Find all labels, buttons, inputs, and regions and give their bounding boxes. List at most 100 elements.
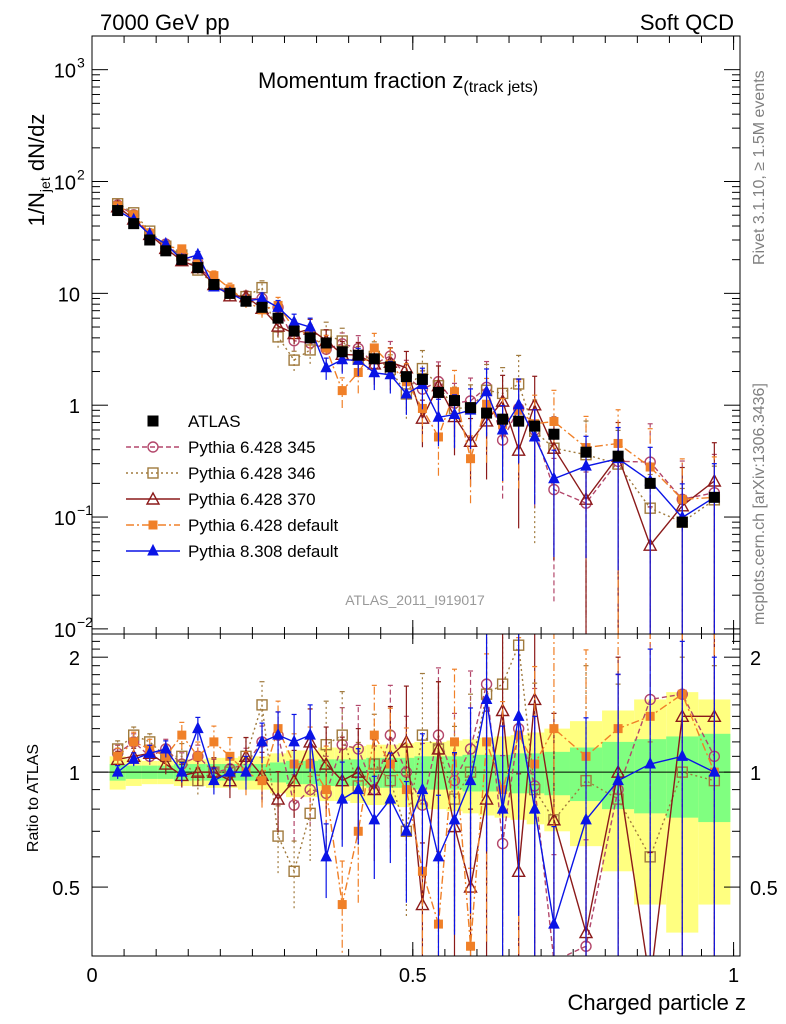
reference-point-1	[128, 218, 140, 230]
reference-point-2	[144, 234, 156, 246]
reference-point-4	[176, 254, 188, 266]
ratio-point-3-16	[369, 730, 379, 740]
ratio-point-4-3	[159, 741, 172, 754]
ratio-point-4-6	[208, 773, 220, 786]
ratio-tick-label-0: 0.5	[52, 878, 80, 900]
reference-point-17	[384, 361, 396, 373]
reference-point-15	[352, 349, 364, 361]
ratio-point-4-23	[480, 692, 493, 704]
ratio-point-4-2	[143, 746, 156, 758]
ylabel-sub: jet	[37, 177, 53, 193]
ratio-point-4-17	[384, 791, 397, 804]
ratio-point-4-32	[708, 765, 721, 777]
ratio-point-3-5	[193, 751, 203, 761]
ratio-point-4-12	[304, 728, 316, 740]
main-series-group	[110, 198, 722, 634]
ratio-point-4-31	[676, 749, 689, 761]
ratio-point-4-13	[320, 849, 332, 862]
ratio-point-3-9	[257, 776, 267, 786]
y-tick-exp-4: 2	[77, 167, 85, 183]
legend-marker-4	[148, 520, 158, 530]
ratio-point-4-1	[127, 752, 140, 764]
main-point-4-14	[336, 352, 349, 365]
ratio-frame	[91, 633, 741, 957]
y-tick-exp-1: −1	[77, 502, 93, 518]
ratio-point-3-22	[466, 941, 476, 951]
x-tick-label-2: 1	[728, 965, 739, 987]
reference-point-5	[192, 262, 204, 274]
reference-point-29	[612, 450, 624, 462]
ratio-series-4	[111, 634, 721, 956]
main-point-2-10	[270, 318, 286, 332]
y-tick-label-5: 10	[54, 61, 76, 83]
ratio-uncertainty-bands	[92, 692, 740, 933]
ratio-point-4-24	[496, 802, 509, 814]
ratio-point-4-14	[336, 791, 349, 804]
x-tick-label-0: 0	[86, 965, 97, 987]
ratio-point-4-26	[528, 802, 541, 814]
main-point-3-4	[177, 244, 187, 254]
ratio-tick-label-2: 2	[69, 648, 80, 670]
reference-point-30	[644, 477, 656, 489]
ratio-tick-label-right-2: 2	[750, 648, 761, 670]
reference-point-27	[548, 428, 560, 440]
reference-point-19	[416, 373, 428, 385]
ratio-point-4-10	[272, 728, 284, 740]
main-point-3-27	[549, 416, 559, 426]
ratio-point-3-21	[449, 737, 459, 747]
ratio-line-3	[117, 693, 715, 947]
header-energy: 7000 GeV pp	[100, 10, 230, 35]
ratio-tick-label-right-1: 1	[750, 763, 761, 785]
legend-marker-3	[145, 491, 161, 505]
main-point-4-28	[580, 459, 592, 471]
main-line-0	[117, 204, 715, 505]
ratio-point-3-1	[129, 737, 139, 747]
header-process: Soft QCD	[640, 10, 734, 35]
ratio-point-4-29	[612, 773, 624, 786]
legend-marker-1	[147, 441, 159, 453]
main-point-3-6	[209, 271, 219, 281]
reference-point-14	[336, 346, 348, 358]
reference-point-10	[272, 312, 284, 324]
ratio-point-2-13	[318, 756, 334, 770]
main-point-4-24	[496, 422, 509, 435]
main-line-1	[117, 203, 715, 523]
ylabel-tail: dN/dz	[24, 114, 49, 178]
y-tick-label-4: 10	[54, 173, 76, 195]
reference-point-9	[256, 301, 268, 313]
main-point-4-12	[304, 319, 316, 332]
ratio-point-4-18	[400, 824, 413, 836]
reference-point-31	[676, 516, 688, 528]
rivet-label: Rivet 3.1.10, ≥ 1.5M events	[751, 70, 768, 265]
analysis-tag: ATLAS_2011_I919017	[345, 592, 485, 608]
ratio-point-1-4	[176, 750, 188, 763]
y-tick-label-3: 10	[58, 284, 80, 306]
reference-point-20	[432, 386, 444, 398]
reference-point-23	[481, 407, 493, 419]
ratio-series-group	[110, 634, 722, 988]
ratio-point-4-22	[464, 773, 477, 786]
ratio-y-label: Ratio to ATLAS	[25, 744, 42, 852]
reference-point-32	[708, 491, 720, 503]
reference-point-26	[529, 420, 541, 432]
ratio-point-2-30	[644, 977, 656, 988]
ratio-point-4-9	[256, 734, 268, 747]
reference-point-22	[465, 402, 477, 414]
ratio-line-0	[117, 683, 715, 956]
ratio-tick-label-right-0: 0.5	[750, 878, 778, 900]
ratio-point-2-10	[270, 791, 286, 805]
reference-point-25	[513, 415, 525, 427]
ratio-point-4-11	[288, 734, 300, 747]
ratio-point-2-18	[399, 734, 414, 748]
legend-label-0: ATLAS	[188, 412, 241, 431]
main-point-4-17	[384, 367, 397, 380]
reference-series	[112, 205, 720, 528]
legend-label-4: Pythia 6.428 default	[188, 516, 339, 535]
main-point-4-5	[192, 247, 204, 260]
reference-point-24	[497, 413, 509, 425]
legend-marker-2	[147, 467, 159, 479]
ylabel-text: 1/Njet dN/dz	[24, 114, 53, 227]
band-inner-27	[544, 751, 570, 796]
ratio-point-4-4	[176, 765, 188, 777]
